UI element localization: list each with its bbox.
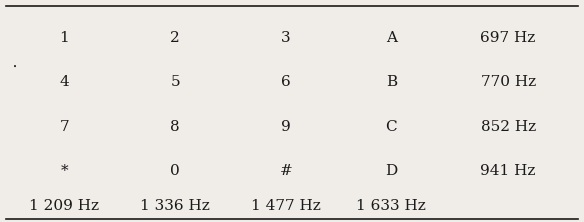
Text: 1 336 Hz: 1 336 Hz xyxy=(140,199,210,214)
Text: 6: 6 xyxy=(281,75,291,89)
Text: 1 477 Hz: 1 477 Hz xyxy=(251,199,321,214)
Text: C: C xyxy=(385,119,397,134)
Text: 1 209 Hz: 1 209 Hz xyxy=(29,199,99,214)
Text: 9: 9 xyxy=(281,119,291,134)
Text: 852 Hz: 852 Hz xyxy=(481,119,536,134)
Text: 1: 1 xyxy=(60,31,69,45)
Text: 2: 2 xyxy=(171,31,180,45)
Text: 697 Hz: 697 Hz xyxy=(481,31,536,45)
Text: 7: 7 xyxy=(60,119,69,134)
Text: #: # xyxy=(280,164,293,178)
Text: 1 633 Hz: 1 633 Hz xyxy=(356,199,426,214)
Text: 8: 8 xyxy=(171,119,180,134)
Text: 770 Hz: 770 Hz xyxy=(481,75,536,89)
Text: 3: 3 xyxy=(281,31,291,45)
Text: *: * xyxy=(60,164,68,178)
Text: 0: 0 xyxy=(171,164,180,178)
Text: 941 Hz: 941 Hz xyxy=(481,164,536,178)
Text: •: • xyxy=(13,63,16,71)
Text: 4: 4 xyxy=(60,75,69,89)
Text: D: D xyxy=(385,164,397,178)
Text: 5: 5 xyxy=(171,75,180,89)
Text: B: B xyxy=(385,75,397,89)
Text: A: A xyxy=(386,31,397,45)
